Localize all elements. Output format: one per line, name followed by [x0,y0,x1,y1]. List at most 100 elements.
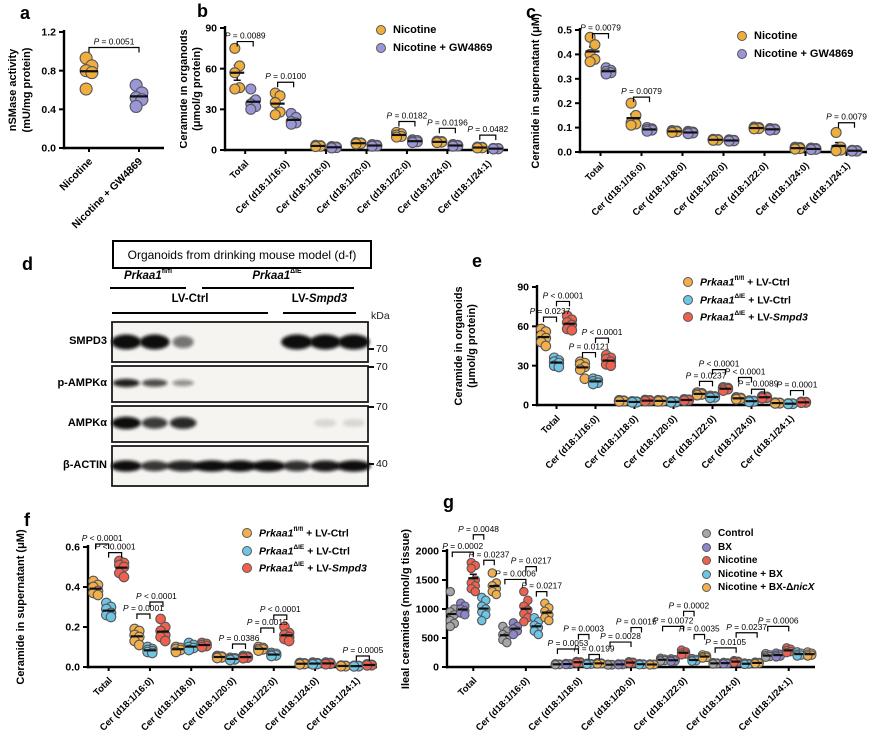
legend-marker-icon [683,312,693,323]
legend-label: Nicotine [718,555,758,566]
bracket [355,655,370,661]
data-points [229,42,504,155]
x-tick-label: Cer (d18:1/16:0) [474,675,532,733]
legend-label: Prkaa1ΔIE + LV-Ctrl [259,543,350,557]
bracket [479,134,497,141]
p-value-label: P < 0.0001 [699,359,740,369]
data-points [535,310,812,410]
text-segment: Prkaa1 [259,562,294,575]
data-point [92,589,104,601]
bracket [693,633,706,640]
legend-item: Prkaa1ΔIE + LV-Ctrl [242,543,367,557]
x-tick-label: Cer (d18:1/18:0) [526,675,584,733]
p-value-label: P = 0.0015 [616,617,657,627]
legend-marker-icon [683,277,693,288]
bracket [711,369,727,375]
text-segment: Prkaa1 [700,276,735,289]
legend-item: Nicotine + BX-ΔnicX [702,582,814,593]
y-tick-label: 0.6 [65,542,80,554]
text-segment: LV-Ctrl [171,293,209,305]
text-segment: + LV-Ctrl [304,545,350,557]
bracket [542,316,558,323]
text-segment: ΔIE [293,561,305,569]
text-segment: + LV- [745,311,773,324]
x-tick-label: Total [539,413,562,436]
bracket [714,647,737,653]
p-value-label: P = 0.0182 [387,111,428,121]
legend-label: Prkaa1fl/fl + LV-Ctrl [259,526,349,539]
p-value-label: P = 0.0237 [469,549,510,559]
genotype-flfl-underline [110,287,186,289]
legend-marker-icon [683,294,693,305]
marker-tick [368,366,374,368]
y-tick-label: 0 [211,145,217,157]
x-tick-label: Cer (d18:1/24:1) [737,675,795,733]
p-value-label: P = 0.0003 [563,624,604,634]
panel-c-label: c [526,2,537,22]
protein-band [111,334,142,350]
blot-row-label-bactin: β-ACTIN [63,459,107,471]
bracket [95,543,110,549]
treatment-lvsmpd3-underline [283,312,356,314]
bracket [260,627,275,633]
data-point [830,145,842,157]
bracket [535,591,548,597]
text-segment: ΔIE [290,267,302,275]
protein-band [169,417,197,429]
legend-item: Prkaa1fl/fl + LV-Ctrl [242,526,367,540]
kda-marker-70-pampka: 70 [368,361,388,373]
p-value-label: P = 0.0079 [826,112,867,122]
data-points [79,51,149,113]
y-tick-label: 0.0 [557,147,572,159]
legend-label: Prkaa1ΔIE + LV-Ctrl [700,293,791,306]
blot-strips [110,321,371,487]
data-point [79,82,93,96]
y-tick-label: 0.4 [557,49,572,61]
legend-marker-icon [702,583,711,592]
x-tick-label: Cer (d18:1/20:0) [579,675,637,733]
bracket [767,625,790,632]
bracket [581,351,597,358]
data-point [229,42,241,54]
blot-row-label-ampka: AMPKα [67,417,107,429]
treatment-lvctrl-label: LV-Ctrl [112,293,268,305]
legend-label: Nicotine + GW4869 [393,42,493,54]
y-axis-label: Ceramide in supernatant (μM) [530,13,542,169]
bracket [750,388,766,395]
legend-label: Prkaa1ΔIE + LV-Smpd3 [259,561,367,575]
bracket [789,389,805,396]
bracket [609,641,632,648]
data-point [574,364,586,375]
y-axis-label: Ceramide in organoids [180,29,190,148]
data-point [85,66,99,80]
legend-marker-icon [376,25,386,35]
protein-band [193,460,230,472]
legend-label: Nicotine + BX [718,568,783,580]
panel-a-label: a [20,3,31,23]
blot-row-label-pampka: p-AMPKα [57,377,107,389]
p-value-label: P = 0.0053 [548,638,589,648]
legend-marker-icon [702,542,711,552]
p-value-label: P = 0.0196 [427,117,468,127]
protein-band [342,418,365,428]
data-point [159,635,171,647]
p-value-label: P = 0.0386 [219,633,260,643]
treatment-lvsmpd3-label: LV-Smpd3 [283,293,356,305]
y-tick-label: 0.2 [557,98,572,110]
blot-row-label-smpd3: SMPD3 [69,335,107,347]
panel-g-legend: Control BX Nicotine Nicotine + BX Nicotine +… [702,528,814,593]
legend-marker-icon [376,43,386,53]
data-point [105,611,117,623]
significance-brackets: P = 0.0079 P = 0.0079 P = 0.0079 [580,23,867,128]
text-segment: ΔIE [293,543,305,551]
bracket [236,40,254,47]
legend-item: Prkaa1fl/fl + LV-Ctrl [683,275,808,289]
p-value-label: P = 0.0002 [668,600,709,610]
text-segment: Prkaa1 [123,269,162,282]
y-axis-label: (μmol/g protein) [191,47,203,131]
